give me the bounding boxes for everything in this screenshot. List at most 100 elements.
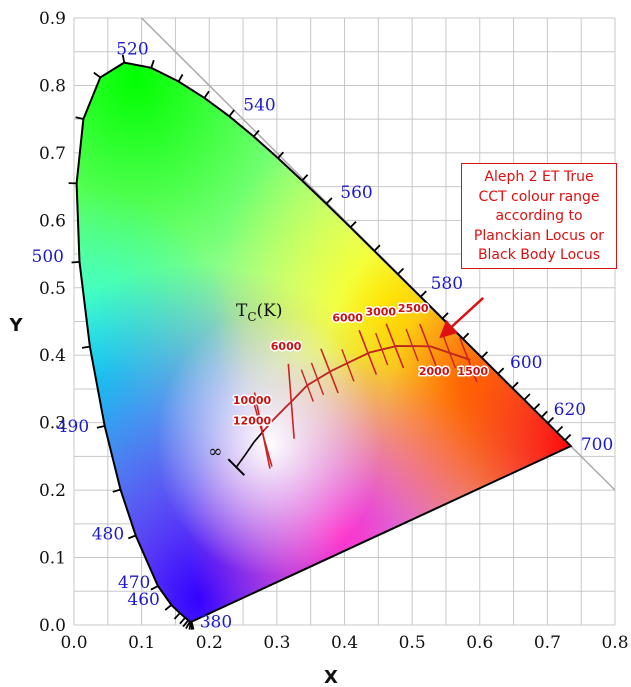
isotherm-line: [320, 348, 339, 394]
wavelength-tick: [564, 433, 572, 441]
wavelength-tick: [112, 488, 121, 493]
wavelength-tick: [349, 221, 357, 228]
wavelength-tick: [96, 425, 105, 429]
cct-label: 12000: [233, 415, 272, 428]
wavelength-tick: [81, 345, 91, 349]
wavelength-label: 470: [118, 573, 150, 593]
wavelength-tick: [497, 367, 505, 375]
wavelength-tick: [188, 621, 192, 630]
cct-label: 10000: [233, 394, 272, 407]
wavelength-label: 540: [243, 95, 275, 115]
annotation-line: Planckian Locus or: [473, 227, 605, 244]
y-tick-label: 0.1: [39, 549, 66, 569]
cct-label: 6000: [271, 340, 302, 353]
annotation-line: Aleph 2 ET True: [484, 169, 594, 185]
wavelength-label: 520: [116, 40, 148, 60]
infinity-label: ∞: [208, 442, 222, 462]
x-tick-label: 0.4: [331, 633, 358, 653]
isotherm-line: [358, 330, 378, 375]
wavelength-tick: [179, 617, 186, 625]
wavelength-label: 620: [554, 400, 586, 420]
cct-label: 1500: [457, 365, 488, 378]
isotherm-tick: [341, 349, 355, 382]
isotherm-tick: [442, 335, 456, 369]
cct-label-halo: 1500: [457, 365, 488, 378]
cct-label-halo: 6000: [271, 340, 302, 353]
x-tick-label: 0.6: [466, 633, 493, 653]
wavelength-tick: [523, 393, 531, 401]
cct-label: 6000: [332, 312, 363, 325]
wavelength-tick: [93, 71, 101, 79]
wavelength-label: 490: [57, 417, 89, 437]
isotherm-line: [459, 337, 478, 383]
y-tick-label: 0.7: [39, 144, 66, 164]
cct-label-halo: 2500: [398, 302, 429, 315]
y-tick-label: 0.8: [39, 76, 66, 96]
annotation-arrow: [439, 296, 484, 339]
planckian-locus: [227, 323, 478, 476]
x-tick-label: 0.7: [534, 633, 561, 653]
wavelength-tick: [185, 621, 191, 629]
cct-label-halo: 10000: [233, 394, 272, 407]
annotation-line: CCT colour range: [478, 188, 600, 205]
annotation-line: Black Body Locus: [477, 247, 601, 263]
annotation-box: Aleph 2 ET True CCT colour range accordi…: [461, 163, 617, 269]
y-tick-label: 0.6: [39, 211, 66, 231]
wavelength-tick: [441, 312, 449, 320]
x-tick-label: 0.5: [399, 633, 426, 653]
wavelength-tick: [277, 151, 285, 159]
wavelength-label: 560: [340, 183, 372, 203]
isotherm-line: [385, 323, 405, 369]
axes: 0.0 0.1 0.2 0.3 0.4 0.5 0.6 0.7 0.8 0.0 0.1 0.2 0.3 0…: [8, 9, 628, 687]
wavelength-tick: [228, 109, 235, 117]
planckian-title: TC(K): [236, 301, 283, 324]
wavelength-label: 480: [92, 525, 124, 545]
wavelength-tick: [150, 585, 159, 591]
spectral-locus-outline: [75, 61, 573, 623]
y-axis-title: Y: [8, 315, 23, 336]
wavelength-tick: [71, 260, 80, 264]
y-tick-label: 0.2: [39, 481, 66, 501]
wavelength-tick: [150, 59, 155, 69]
y-tick-label: 0.0: [39, 616, 66, 636]
isotherm-tick: [300, 369, 314, 402]
cct-label-halo: 12000: [233, 415, 272, 428]
annotation-arrow-line: [439, 296, 484, 339]
wavelength-tick: [203, 90, 210, 99]
x-axis-title: X: [324, 667, 338, 687]
wavelength-tick: [164, 604, 172, 611]
wavelength-tick: [540, 410, 548, 418]
wavelength-label: 380: [200, 613, 232, 633]
wavelength-tick: [173, 612, 181, 620]
wavelength-label: 580: [431, 274, 463, 294]
isotherm-line: [253, 392, 271, 469]
wavelength-tick: [373, 244, 381, 252]
wavelength-tick: [556, 425, 564, 433]
wavelength-tick: [511, 381, 519, 389]
wavelength-label: 500: [32, 247, 64, 267]
wavelength-tick: [75, 116, 84, 120]
y-tick-label: 0.9: [39, 9, 66, 29]
isotherm-tick: [310, 362, 325, 396]
x-tick-label: 0.2: [196, 633, 223, 653]
wavelength-tick: [177, 74, 184, 82]
infinity-cap: [227, 458, 246, 476]
cct-label: 2000: [419, 365, 450, 378]
planckian-curve-range: [263, 345, 471, 432]
cct-label-halo: 6000: [332, 312, 363, 325]
wavelength-tick: [253, 129, 260, 138]
wavelength-tick: [481, 351, 488, 359]
wavelength-tick: [419, 290, 427, 298]
cct-label: 2500: [398, 302, 429, 315]
isotherm-tick: [405, 328, 419, 362]
cct-label-halo: 3000: [365, 305, 396, 318]
wavelength-tick: [547, 416, 555, 424]
isotherm-line: [419, 323, 438, 369]
y-tick-label: 0.5: [39, 279, 66, 299]
annotation-line: according to: [495, 208, 583, 224]
wavelength-tick: [325, 197, 333, 205]
wavelength-tick: [182, 619, 189, 628]
wavelength-label: 600: [510, 353, 542, 373]
